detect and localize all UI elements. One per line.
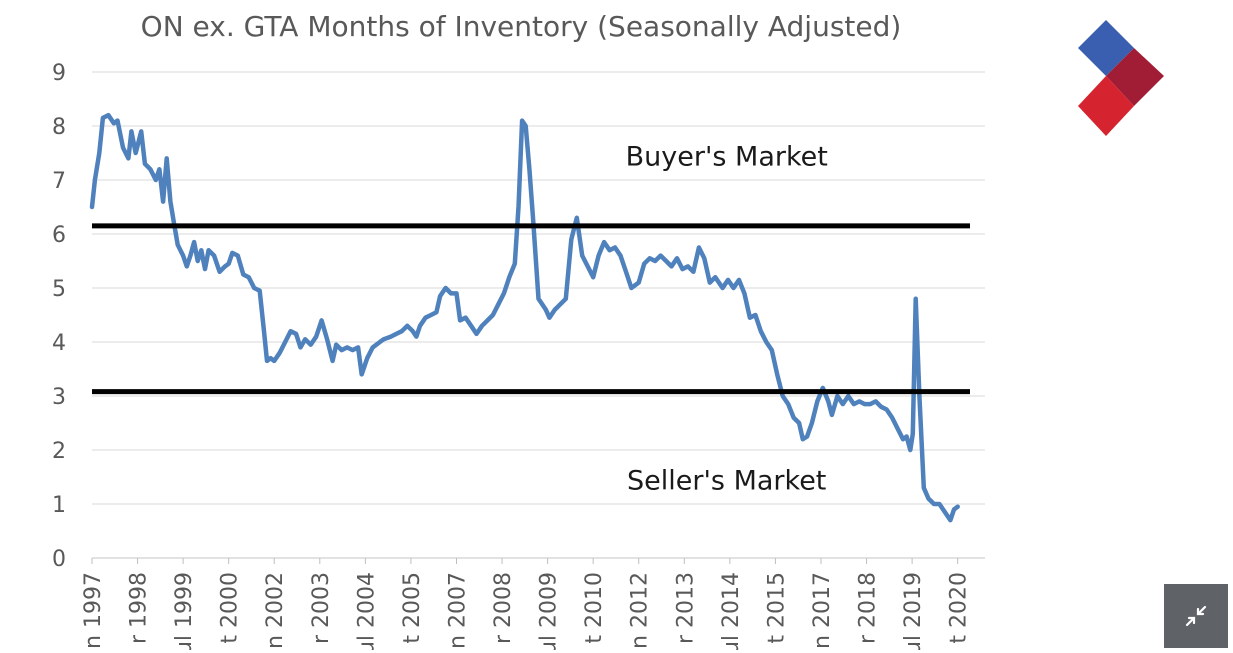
- y-tick-label: 5: [52, 277, 66, 302]
- x-tick-label: t 2015: [764, 572, 789, 644]
- y-tick-label: 7: [52, 169, 66, 194]
- minimize-button[interactable]: [1164, 584, 1228, 648]
- y-tick-label: 4: [52, 331, 66, 356]
- x-tick-label: ul 2014: [719, 572, 744, 650]
- x-tick-label: r 2013: [673, 572, 698, 644]
- reference-lines: [92, 223, 970, 395]
- x-tick-label: r 2018: [856, 572, 881, 644]
- x-tick-label: t 2000: [218, 572, 243, 644]
- x-tick-label: ul 1999: [172, 572, 197, 650]
- x-tick-label: n 2002: [263, 572, 288, 649]
- y-tick-label: 2: [52, 439, 66, 464]
- x-tick-label: r 1998: [127, 572, 152, 644]
- series-line-0: [89, 112, 960, 523]
- y-tick-label: 8: [52, 115, 66, 140]
- grid-lines: [92, 71, 985, 559]
- y-tick-label: 6: [52, 223, 66, 248]
- x-tick-label: n 2017: [810, 572, 835, 649]
- minimize-arrows-icon: [1185, 605, 1207, 627]
- x-tick-label: t 2005: [400, 572, 425, 644]
- x-tick-label: ul 2009: [537, 572, 562, 650]
- logo-darkred-diamond: [1106, 48, 1164, 106]
- x-tick-label: r 2003: [309, 572, 334, 644]
- x-tick-label: ul 2004: [354, 572, 379, 650]
- x-tick-label: ul 2019: [901, 572, 926, 650]
- annotation-label: Buyer's Market: [626, 142, 828, 173]
- series-layer: [89, 112, 960, 523]
- x-tick-label: n 2007: [445, 572, 470, 649]
- logo-red-diamond: [1078, 76, 1134, 136]
- y-tick-label: 9: [52, 61, 66, 86]
- y-axis-ticks: 0 1 2 3 4 5 6 7 8 9: [52, 61, 66, 572]
- x-axis-ticks: n 1997 r 1998 ul 1999 t 2000 n 2002 r 2003 ul …: [81, 558, 972, 650]
- x-tick-label: t 2010: [582, 572, 607, 644]
- x-tick-label: n 2012: [628, 572, 653, 649]
- y-tick-label: 0: [52, 547, 66, 572]
- y-tick-label: 3: [52, 385, 66, 410]
- chart-title: ON ex. GTA Months of Inventory (Seasonal…: [141, 10, 902, 43]
- x-tick-label: r 2008: [491, 572, 516, 644]
- x-tick-label: n 1997: [81, 572, 106, 649]
- annotation-label: Seller's Market: [627, 466, 826, 497]
- annotations: Buyer's Market Seller's Market: [626, 142, 828, 497]
- x-tick-label: t 2020: [947, 572, 972, 644]
- y-tick-label: 1: [52, 493, 66, 518]
- brand-logo: [1078, 20, 1164, 136]
